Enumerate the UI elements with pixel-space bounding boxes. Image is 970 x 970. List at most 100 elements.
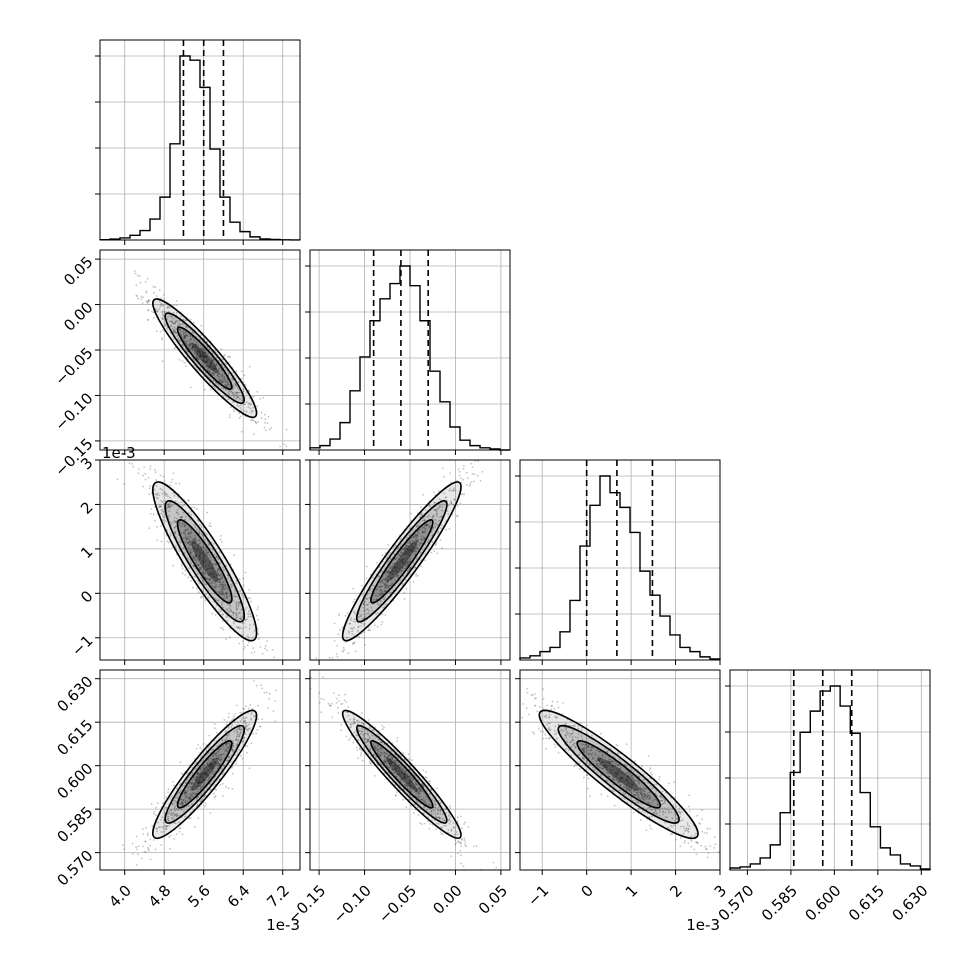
sample-point bbox=[237, 728, 240, 731]
sample-point bbox=[456, 514, 458, 517]
sample-point bbox=[211, 573, 214, 576]
sample-point bbox=[377, 585, 380, 588]
sample-point bbox=[191, 772, 194, 775]
sample-point bbox=[193, 762, 196, 765]
sample-point bbox=[420, 823, 423, 825]
sample-point bbox=[397, 564, 399, 567]
sample-point bbox=[194, 539, 196, 542]
sample-point bbox=[234, 754, 237, 756]
sample-point bbox=[363, 631, 366, 634]
sample-point bbox=[260, 417, 263, 420]
sample-point bbox=[389, 552, 392, 554]
sample-point bbox=[447, 512, 450, 515]
sample-point bbox=[237, 738, 240, 741]
sample-point bbox=[211, 368, 213, 371]
sample-point bbox=[444, 496, 447, 499]
sample-point bbox=[417, 574, 419, 577]
sample-point bbox=[360, 584, 363, 587]
sample-point bbox=[238, 391, 241, 394]
sample-point bbox=[194, 554, 197, 557]
sample-point bbox=[401, 554, 403, 557]
sample-point bbox=[244, 727, 247, 729]
sample-point bbox=[434, 509, 437, 511]
sample-point bbox=[227, 383, 230, 385]
sample-point bbox=[435, 519, 437, 521]
sample-point bbox=[449, 488, 451, 490]
sample-point bbox=[193, 539, 196, 542]
sample-point bbox=[209, 371, 211, 374]
sample-point bbox=[194, 555, 197, 558]
sample-point bbox=[405, 560, 408, 563]
sample-point bbox=[256, 390, 259, 393]
sample-point bbox=[219, 747, 222, 749]
sample-point bbox=[184, 529, 187, 531]
sample-point bbox=[192, 340, 195, 342]
sample-point bbox=[196, 587, 199, 590]
sample-point bbox=[201, 748, 203, 751]
sample-point bbox=[409, 537, 412, 540]
sample-point bbox=[223, 380, 225, 383]
sample-point bbox=[217, 371, 220, 373]
sample-point bbox=[476, 474, 479, 477]
sample-point bbox=[388, 571, 391, 574]
sample-point bbox=[141, 302, 144, 305]
sample-point bbox=[495, 440, 497, 442]
sample-point bbox=[365, 577, 368, 580]
sample-point bbox=[172, 329, 175, 331]
sample-point bbox=[174, 323, 176, 325]
sample-point bbox=[392, 569, 394, 572]
sample-point bbox=[180, 315, 183, 318]
sample-point bbox=[393, 563, 396, 565]
sample-point bbox=[146, 277, 149, 280]
sample-point bbox=[391, 577, 394, 579]
sample-point bbox=[229, 579, 232, 581]
sample-point bbox=[459, 849, 462, 852]
sample-point bbox=[172, 329, 175, 332]
sample-point bbox=[171, 504, 173, 507]
sample-point bbox=[199, 344, 202, 347]
sample-point bbox=[236, 721, 239, 724]
sample-point bbox=[671, 832, 674, 835]
sample-point bbox=[228, 416, 231, 419]
sample-point bbox=[222, 629, 225, 631]
sample-point bbox=[435, 523, 438, 526]
sample-point bbox=[348, 632, 350, 634]
sample-point bbox=[221, 773, 224, 776]
sample-point bbox=[421, 530, 424, 533]
sample-point bbox=[221, 381, 224, 384]
sample-point bbox=[199, 339, 201, 341]
sample-point bbox=[179, 323, 181, 326]
sample-point bbox=[381, 724, 384, 727]
sample-point bbox=[123, 848, 126, 851]
sample-point bbox=[184, 790, 187, 793]
sample-point bbox=[187, 541, 190, 544]
sample-point bbox=[148, 527, 151, 530]
sample-point bbox=[149, 465, 152, 468]
sample-point bbox=[343, 699, 346, 702]
sample-point bbox=[169, 797, 172, 800]
sample-point bbox=[382, 606, 384, 609]
sample-point bbox=[416, 547, 419, 549]
sample-point bbox=[200, 545, 202, 548]
sample-point bbox=[168, 847, 171, 850]
sample-point bbox=[217, 377, 220, 380]
sample-point bbox=[201, 354, 204, 357]
sample-point bbox=[248, 589, 251, 591]
sample-point bbox=[208, 357, 211, 359]
sample-point bbox=[225, 721, 228, 723]
sample-point bbox=[197, 781, 200, 784]
sample-point bbox=[460, 845, 462, 848]
sample-point bbox=[225, 608, 228, 611]
sample-point bbox=[255, 732, 258, 735]
sample-point bbox=[153, 813, 155, 815]
sample-point bbox=[415, 547, 417, 550]
sample-point bbox=[416, 544, 419, 546]
sample-point bbox=[228, 745, 231, 748]
sample-point bbox=[167, 505, 170, 507]
sample-point bbox=[206, 358, 209, 361]
sample-point bbox=[201, 534, 204, 537]
sample-point bbox=[163, 310, 166, 313]
sample-point bbox=[122, 844, 124, 847]
sample-point bbox=[225, 597, 228, 599]
sample-point bbox=[187, 346, 190, 349]
